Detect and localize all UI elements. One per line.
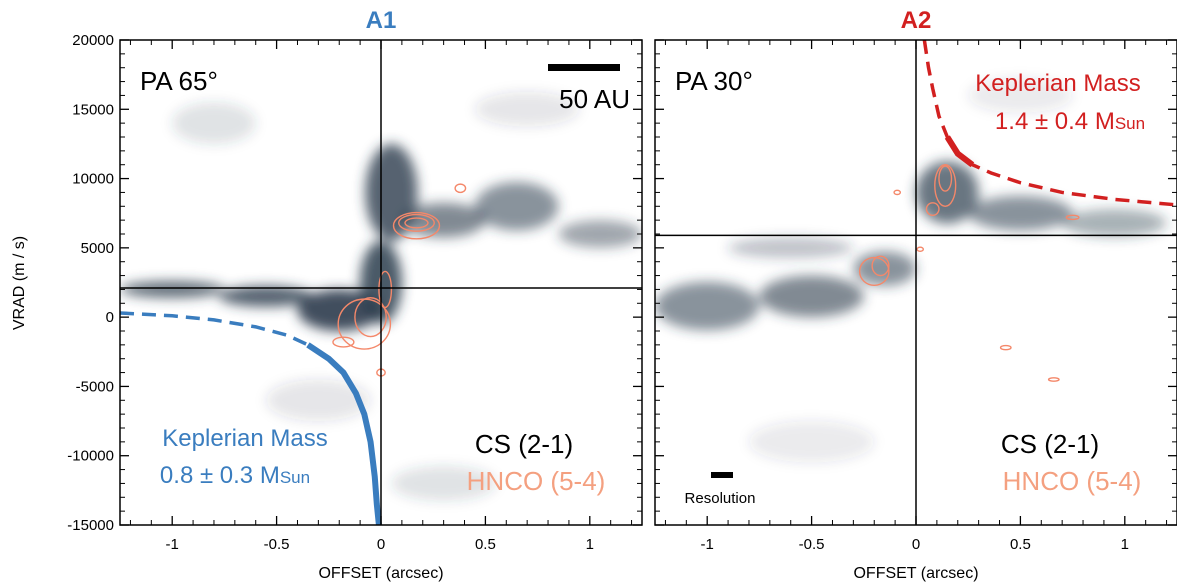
- hnco-contour-2: [392, 211, 441, 240]
- x-tick-label: -1: [166, 536, 179, 553]
- keplerian-dashed-curve: [922, 40, 1177, 207]
- y-tick-label: 10000: [72, 171, 114, 188]
- keplerian-curve-a1: [120, 311, 382, 525]
- y-tick-label: 15000: [72, 101, 114, 118]
- crosshair-a1: [120, 40, 642, 525]
- line-label-cs-a1: CS (2-1): [475, 429, 573, 459]
- keplerian-solid-segment: [306, 342, 382, 525]
- hnco-contour-0: [404, 217, 429, 229]
- x-tick-label: -1: [701, 536, 714, 553]
- keplerian-solid-segment: [944, 135, 975, 168]
- hnco-contour-5: [337, 298, 392, 350]
- resolution-label: Resolution: [685, 490, 756, 507]
- x-tick-label: 0: [377, 536, 385, 553]
- keplerian-mass-sub-a2: Sun: [1115, 114, 1145, 133]
- keplerian-mass-a1: 0.8 ± 0.3 MSun: [160, 462, 310, 489]
- line-label-hnco-a2: HNCO (5-4): [1003, 466, 1142, 496]
- y-tick-label: 5000: [81, 240, 114, 257]
- contours-a2: [858, 164, 1080, 382]
- keplerian-label-a2: Keplerian Mass: [975, 70, 1140, 97]
- emission-blob-4: [968, 195, 1073, 231]
- y-axis-label: VRAD (m / s): [11, 236, 28, 330]
- emission-blob-3: [916, 161, 979, 224]
- hnco-contour-3: [871, 255, 890, 277]
- crosshair-a2: [655, 40, 1177, 525]
- emission-blob-7: [558, 220, 642, 248]
- pa-label-a2: PA 30°: [675, 66, 753, 96]
- panel-title-a2: A2: [901, 7, 932, 34]
- emission-blob-5: [401, 202, 486, 238]
- emission-blob-2: [853, 251, 916, 286]
- line-label-hnco-a1: HNCO (5-4): [467, 466, 606, 496]
- emission-blob-7: [748, 421, 875, 463]
- x-tick-label: 0.5: [1010, 536, 1031, 553]
- y-tick-label: -5000: [76, 378, 114, 395]
- y-tick-label: 0: [106, 309, 114, 326]
- emission-blob-8: [968, 78, 1073, 113]
- x-tick-label: -0.5: [799, 536, 825, 553]
- emission-blob-11: [474, 91, 580, 127]
- scale-bar: [548, 64, 620, 71]
- hnco-contour-1: [398, 213, 435, 232]
- y-tick-label: -10000: [67, 448, 114, 465]
- x-tick-label: 1: [586, 536, 594, 553]
- hnco-contour-9: [916, 246, 925, 253]
- hnco-contour-3: [378, 270, 393, 309]
- x-tick-label: 0.5: [475, 536, 496, 553]
- panel-title-a1: A1: [366, 7, 397, 34]
- axis-ticks-a1: -1 -0.5 0 0.5 1 20000 15000 10000 5000 0 -5000 -100…: [67, 32, 642, 553]
- hnco-contour-6: [332, 336, 355, 348]
- x-axis-label-a2: OFFSET (arcsec): [853, 565, 978, 582]
- x-tick-label: 0: [912, 536, 920, 553]
- emission-blob-5: [1062, 209, 1167, 237]
- panel-a2: A2 -1 -0.5 0 0.5 1 PA 30° Resolution CS (2-1…: [654, 7, 1177, 582]
- x-tick-label: 1: [1121, 536, 1129, 553]
- axis-ticks-a2: -1 -0.5 0 0.5 1: [655, 39, 1177, 553]
- emission-blob-8: [172, 102, 256, 144]
- hnco-contour-7: [454, 183, 467, 194]
- emission-blob-1: [759, 275, 864, 318]
- hnco-contour-2: [925, 202, 940, 216]
- contours-a1: [332, 183, 467, 377]
- x-axis-label-a1: OFFSET (arcsec): [318, 565, 443, 582]
- emission-blob-0: [120, 281, 225, 298]
- keplerian-mass-a2: 1.4 ± 0.4 MSun: [995, 108, 1145, 135]
- pa-label-a1: PA 65°: [140, 66, 218, 96]
- keplerian-mass-sub-a1: Sun: [280, 468, 310, 487]
- emission-blob-10: [391, 466, 496, 501]
- hnco-contour-4: [858, 256, 890, 286]
- emission-blob-6: [728, 237, 854, 259]
- hnco-contour-7: [1047, 377, 1060, 382]
- keplerian-mass-value-a1: 0.8 ± 0.3 M: [160, 462, 280, 489]
- y-tick-label: -15000: [67, 517, 114, 534]
- scale-bar-label: 50 AU: [559, 84, 630, 114]
- emission-blob-9: [266, 379, 371, 422]
- keplerian-mass-value-a2: 1.4 ± 0.4 M: [995, 108, 1115, 135]
- keplerian-label-a1: Keplerian Mass: [162, 425, 327, 452]
- hnco-contour-8: [893, 189, 902, 196]
- resolution-bar: [711, 472, 733, 478]
- hnco-contour-6: [999, 344, 1012, 351]
- hnco-contour-1: [934, 164, 957, 207]
- emission-blob-1: [219, 285, 314, 307]
- line-label-cs-a2: CS (2-1): [1001, 429, 1099, 459]
- panel-a1: A1 -1 -0.5 0 0.5 120000150001000050000-5000-…: [11, 7, 643, 582]
- x-tick-label: -0.5: [264, 536, 290, 553]
- y-tick-label: 20000: [72, 32, 114, 49]
- hnco-contour-5: [1065, 214, 1080, 221]
- keplerian-curve-a2: [922, 40, 1177, 207]
- emission-map-a2: [655, 78, 1167, 463]
- hnco-contour-4: [354, 297, 387, 338]
- emission-blob-0: [655, 281, 760, 331]
- hnco-contour-0: [938, 165, 953, 192]
- emission-blob-6: [474, 182, 559, 231]
